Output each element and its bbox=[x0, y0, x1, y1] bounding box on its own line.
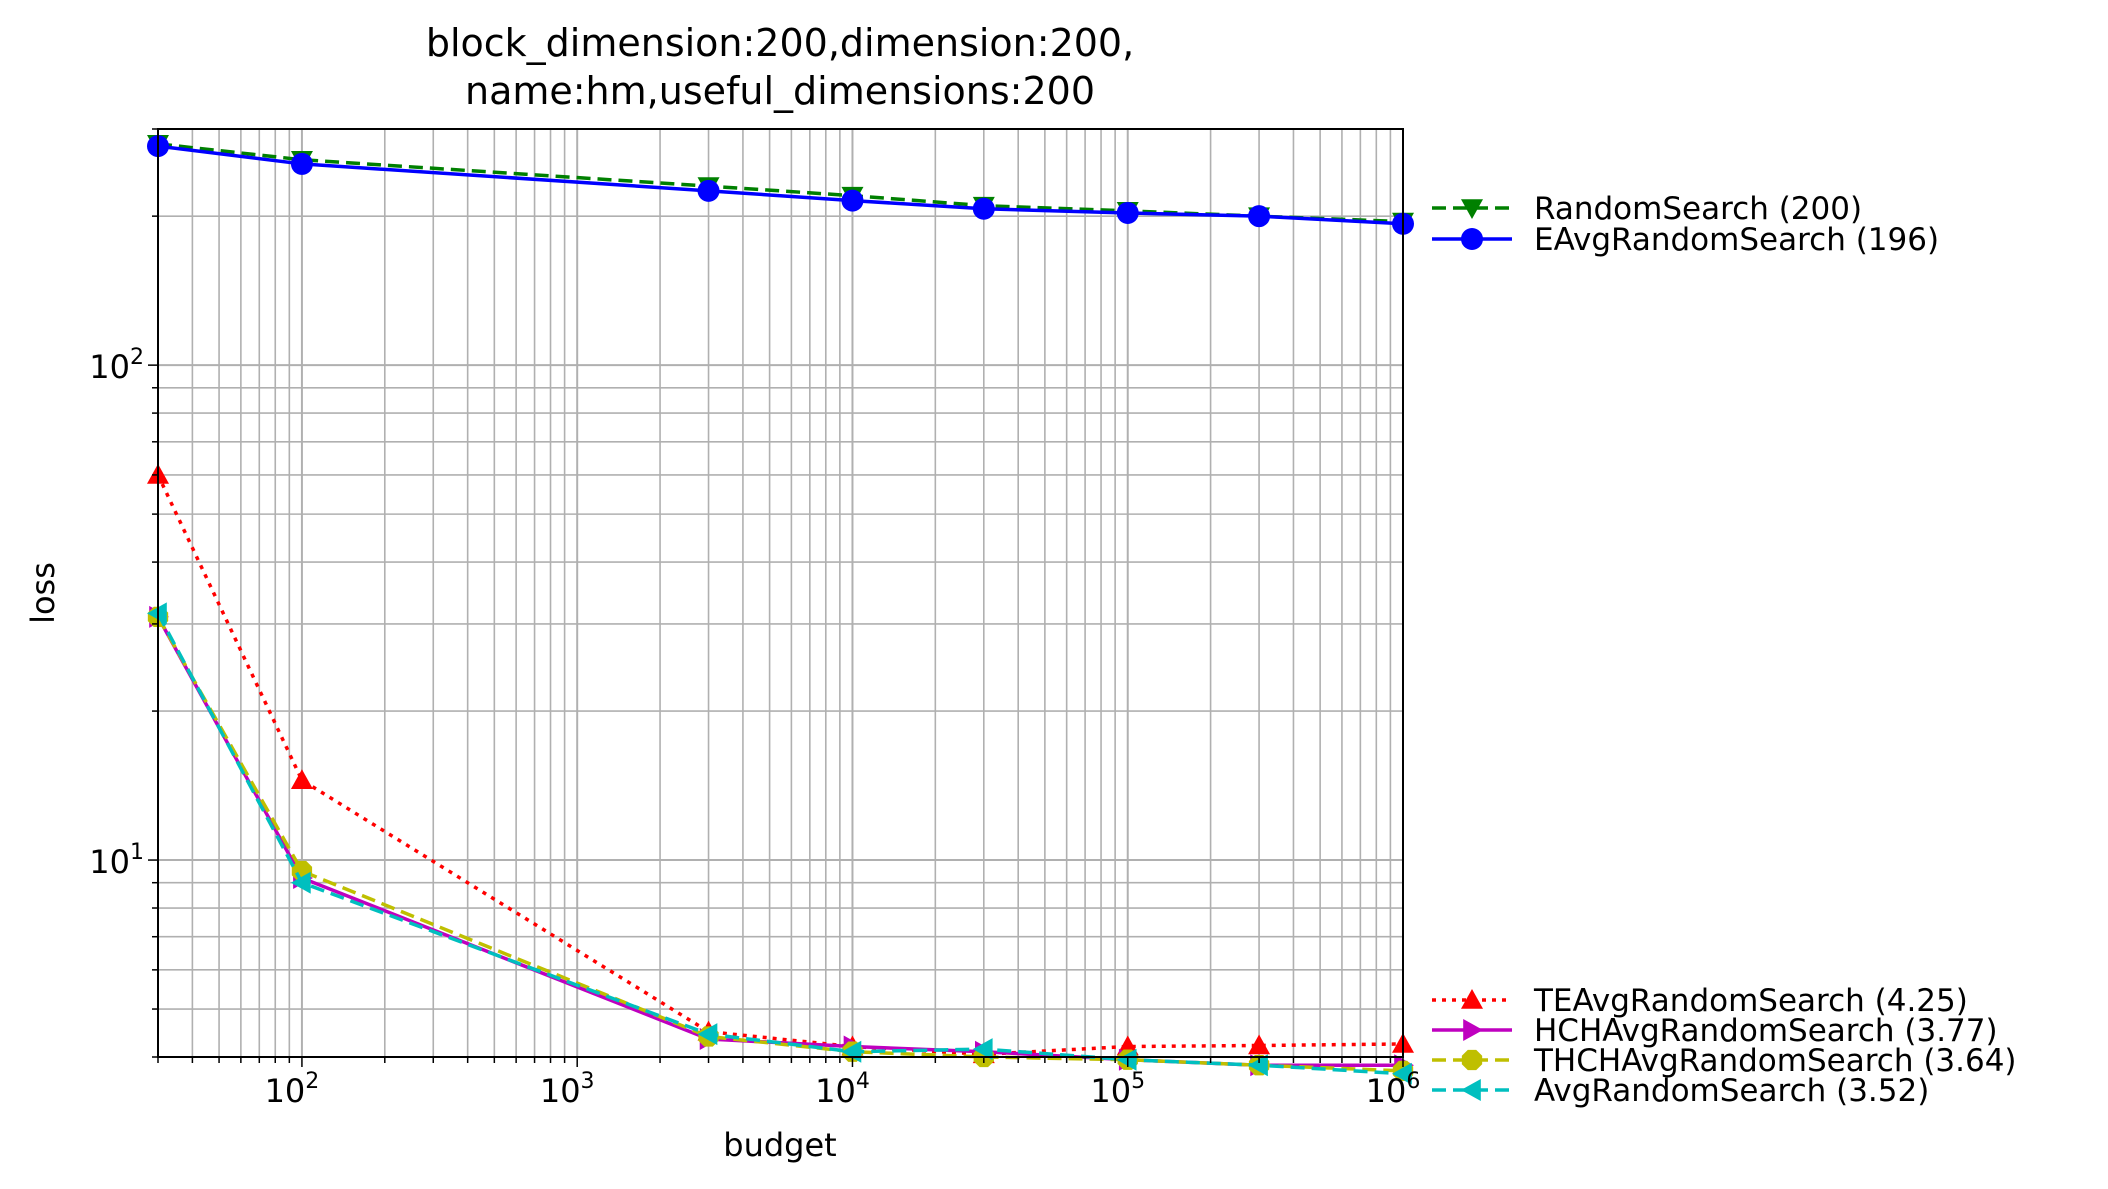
data-point bbox=[697, 1023, 718, 1046]
y-tick-label: 102 bbox=[89, 345, 144, 386]
series-line bbox=[157, 144, 1404, 226]
data-point bbox=[1116, 1048, 1137, 1071]
series-line bbox=[157, 142, 1404, 224]
series-avgrandomsearch bbox=[147, 602, 1412, 1085]
data-point bbox=[290, 152, 313, 175]
legend-label: HCHAvgRandomSearch (3.77) bbox=[1534, 1013, 1998, 1049]
data-point bbox=[972, 197, 995, 220]
chart-title-line-1: block_dimension:200,dimension:200, bbox=[426, 21, 1134, 65]
legend-item: EAvgRandomSearch (196) bbox=[1432, 222, 1939, 258]
legend-item: THCHAvgRandomSearch (3.64) bbox=[1432, 1043, 2017, 1079]
data-point bbox=[147, 602, 167, 625]
chart-title-line-2: name:hm,useful_dimensions:200 bbox=[465, 69, 1095, 113]
data-point bbox=[1116, 1035, 1139, 1056]
y-tick-label: 101 bbox=[89, 840, 144, 881]
legend-label: EAvgRandomSearch (196) bbox=[1534, 222, 1939, 258]
series-layer bbox=[147, 135, 1414, 1085]
plot-frame bbox=[157, 128, 1404, 1058]
x-tick-label: 104 bbox=[815, 1069, 870, 1110]
series-thchavgrandomsearch bbox=[147, 606, 1414, 1082]
legend-marker bbox=[1461, 989, 1483, 1009]
legend-marker bbox=[1461, 199, 1483, 219]
x-tick-label: 105 bbox=[1090, 1069, 1145, 1110]
data-point bbox=[1248, 1054, 1268, 1077]
series-randomsearch bbox=[147, 135, 1414, 233]
data-point bbox=[1392, 1062, 1412, 1085]
legend-item: HCHAvgRandomSearch (3.77) bbox=[1432, 1013, 1998, 1049]
legend-item: TEAvgRandomSearch (4.25) bbox=[1432, 983, 1968, 1019]
series-line bbox=[156, 612, 1404, 1076]
legend-label: THCHAvgRandomSearch (3.64) bbox=[1533, 1043, 2017, 1079]
data-point bbox=[1248, 205, 1271, 228]
data-point bbox=[1248, 1034, 1271, 1055]
legend-item: AvgRandomSearch (3.52) bbox=[1432, 1073, 1929, 1109]
data-point bbox=[1116, 201, 1139, 224]
legend-label: AvgRandomSearch (3.52) bbox=[1534, 1073, 1929, 1109]
x-tick-label: 106 bbox=[1366, 1069, 1421, 1110]
legend-marker bbox=[1461, 1079, 1481, 1101]
series-hchavgrandomsearch bbox=[149, 605, 1414, 1077]
data-point bbox=[290, 769, 313, 789]
legend-marker bbox=[1461, 1049, 1483, 1071]
legend-label: TEAvgRandomSearch (4.25) bbox=[1533, 983, 1968, 1019]
series-teavgrandomsearch bbox=[147, 463, 1414, 1064]
legend-marker bbox=[1461, 228, 1483, 250]
legend-item: RandomSearch (200) bbox=[1432, 191, 1862, 227]
data-point bbox=[697, 179, 720, 202]
series-line bbox=[156, 616, 1404, 1073]
grid bbox=[157, 128, 1404, 1058]
x-tick-label: 103 bbox=[540, 1069, 595, 1110]
legend-label: RandomSearch (200) bbox=[1534, 191, 1862, 227]
legend: RandomSearch (200)EAvgRandomSearch (196)… bbox=[1432, 191, 2017, 1109]
ticks: 102 103 104 105 106 101 102 bbox=[89, 128, 1421, 1110]
data-point bbox=[972, 1038, 993, 1061]
series-line bbox=[156, 616, 1403, 1067]
y-axis-label: loss bbox=[24, 562, 62, 624]
data-point bbox=[841, 189, 864, 212]
legend-marker bbox=[1463, 1019, 1483, 1041]
x-axis-label: budget bbox=[723, 1126, 836, 1164]
x-tick-label: 102 bbox=[265, 1069, 320, 1110]
series-eavgrandomsearch bbox=[147, 135, 1414, 235]
data-point bbox=[290, 871, 311, 894]
